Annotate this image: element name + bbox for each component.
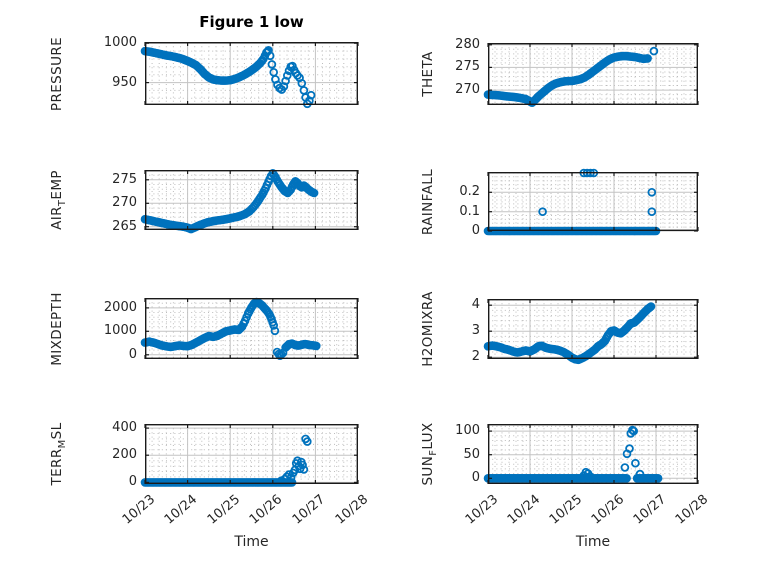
y-tick-label: 265 (112, 218, 137, 234)
y-axis-label-mixdepth: MIXDEPTH (49, 292, 65, 366)
y-tick-label: 50 (463, 446, 480, 462)
subplot-h2omixra: H2OMIXRA 2 3 4 (420, 291, 699, 367)
x-tick-label: 10/24 (504, 492, 543, 528)
y-tick-label: 4 (471, 297, 480, 313)
x-tick-label: 10/25 (204, 492, 243, 528)
subplot-rainfall: RAINFALL 0 0.1 0.2 (420, 168, 699, 238)
x-tick-label: 10/23 (462, 492, 501, 528)
y-tick-label: 3 (471, 323, 480, 339)
y-tick-label: 400 (112, 420, 137, 436)
ylabel-text: AIR (49, 206, 65, 230)
x-tick-label: 10/28 (672, 492, 711, 528)
subplot-terr-msl: TERRMSL 0 200 400 10/23 10/24 10/25 10/26 10/2… (49, 420, 371, 550)
subplot-theta: THETA 270 275 280 (420, 37, 699, 107)
y-axis-label-theta: THETA (420, 43, 436, 105)
y-tick-label: 100 (455, 423, 480, 439)
y-tick-label: 0 (471, 223, 480, 239)
subplot-air-temp: AIRTEMP 265 270 275 (49, 168, 359, 234)
x-tick-label: 10/27 (289, 492, 329, 528)
ylabel-text: THETA (420, 51, 436, 97)
ylabel-text: H2OMIXRA (420, 291, 436, 367)
y-tick-label: 0.1 (459, 203, 480, 219)
x-axis-label-time: Time (575, 534, 611, 550)
y-tick-label: 275 (455, 59, 480, 75)
y-tick-label: 1000 (103, 323, 137, 339)
plot-area-air-temp (140, 168, 359, 234)
x-tick-label: 10/26 (247, 492, 286, 528)
ylabel-text: SL (49, 422, 65, 440)
x-tick-label: 10/27 (630, 492, 669, 528)
ylabel-text: EMP (49, 170, 65, 200)
plot-area-rainfall (483, 168, 699, 236)
y-axis-label-pressure: PRESSURE (49, 36, 65, 110)
figure-title: Figure 1 low (199, 13, 304, 31)
y-tick-label: 0.2 (459, 184, 480, 200)
y-tick-label: 270 (112, 195, 137, 211)
x-tick-label: 10/25 (546, 492, 585, 528)
ylabel-subscript: F (427, 449, 439, 456)
plot-area-terr-msl (140, 423, 359, 487)
ylabel-text: SUN (420, 455, 436, 486)
y-tick-label: 1000 (103, 35, 137, 51)
x-tick-label: 10/28 (332, 492, 371, 528)
subplot-sun-flux: SUNFLUX 0 50 100 10/23 10/24 10/25 10/26 10/27… (420, 422, 711, 550)
y-tick-label: 0 (128, 346, 137, 362)
y-tick-label: 200 (112, 447, 137, 463)
y-tick-label: 950 (112, 74, 137, 90)
y-tick-label: 280 (455, 36, 480, 52)
ylabel-subscript: T (56, 199, 68, 207)
ylabel-text: TERR (49, 448, 65, 486)
y-tick-label: 270 (455, 82, 480, 98)
plot-area-h2omixra (483, 298, 699, 365)
x-tick-label: 10/23 (119, 492, 158, 528)
y-tick-label: 0 (471, 470, 480, 486)
x-tick-label: 10/24 (161, 492, 201, 528)
y-tick-label: 0 (128, 474, 137, 490)
y-axis-label-air-temp: AIRTEMP (49, 170, 68, 230)
y-tick-label: 2000 (103, 300, 137, 316)
plot-area-sun-flux (483, 423, 699, 484)
y-tick-label: 2 (471, 349, 480, 365)
y-axis-label-terr-msl: TERRMSL (49, 422, 68, 486)
subplot-pressure: PRESSURE 950 1000 (49, 35, 359, 111)
ylabel-text: RAINFALL (420, 168, 436, 235)
ylabel-subscript: M (56, 439, 68, 449)
x-axis-label-time: Time (234, 534, 269, 550)
plot-area-theta (483, 42, 699, 107)
subplot-mixdepth: MIXDEPTH 0 1000 2000 (49, 292, 359, 365)
ylabel-text: MIXDEPTH (49, 291, 65, 366)
ylabel-text: PRESSURE (49, 36, 65, 111)
plot-area-mixdepth (140, 297, 359, 360)
y-axis-label-h2omixra: H2OMIXRA (420, 291, 436, 367)
plot-area-pressure (140, 41, 359, 109)
ylabel-text: LUX (420, 422, 436, 450)
y-axis-label-rainfall: RAINFALL (420, 168, 436, 234)
y-tick-label: 275 (112, 172, 137, 188)
x-tick-label: 10/26 (588, 492, 627, 528)
y-axis-label-sun-flux: SUNFLUX (420, 422, 439, 486)
